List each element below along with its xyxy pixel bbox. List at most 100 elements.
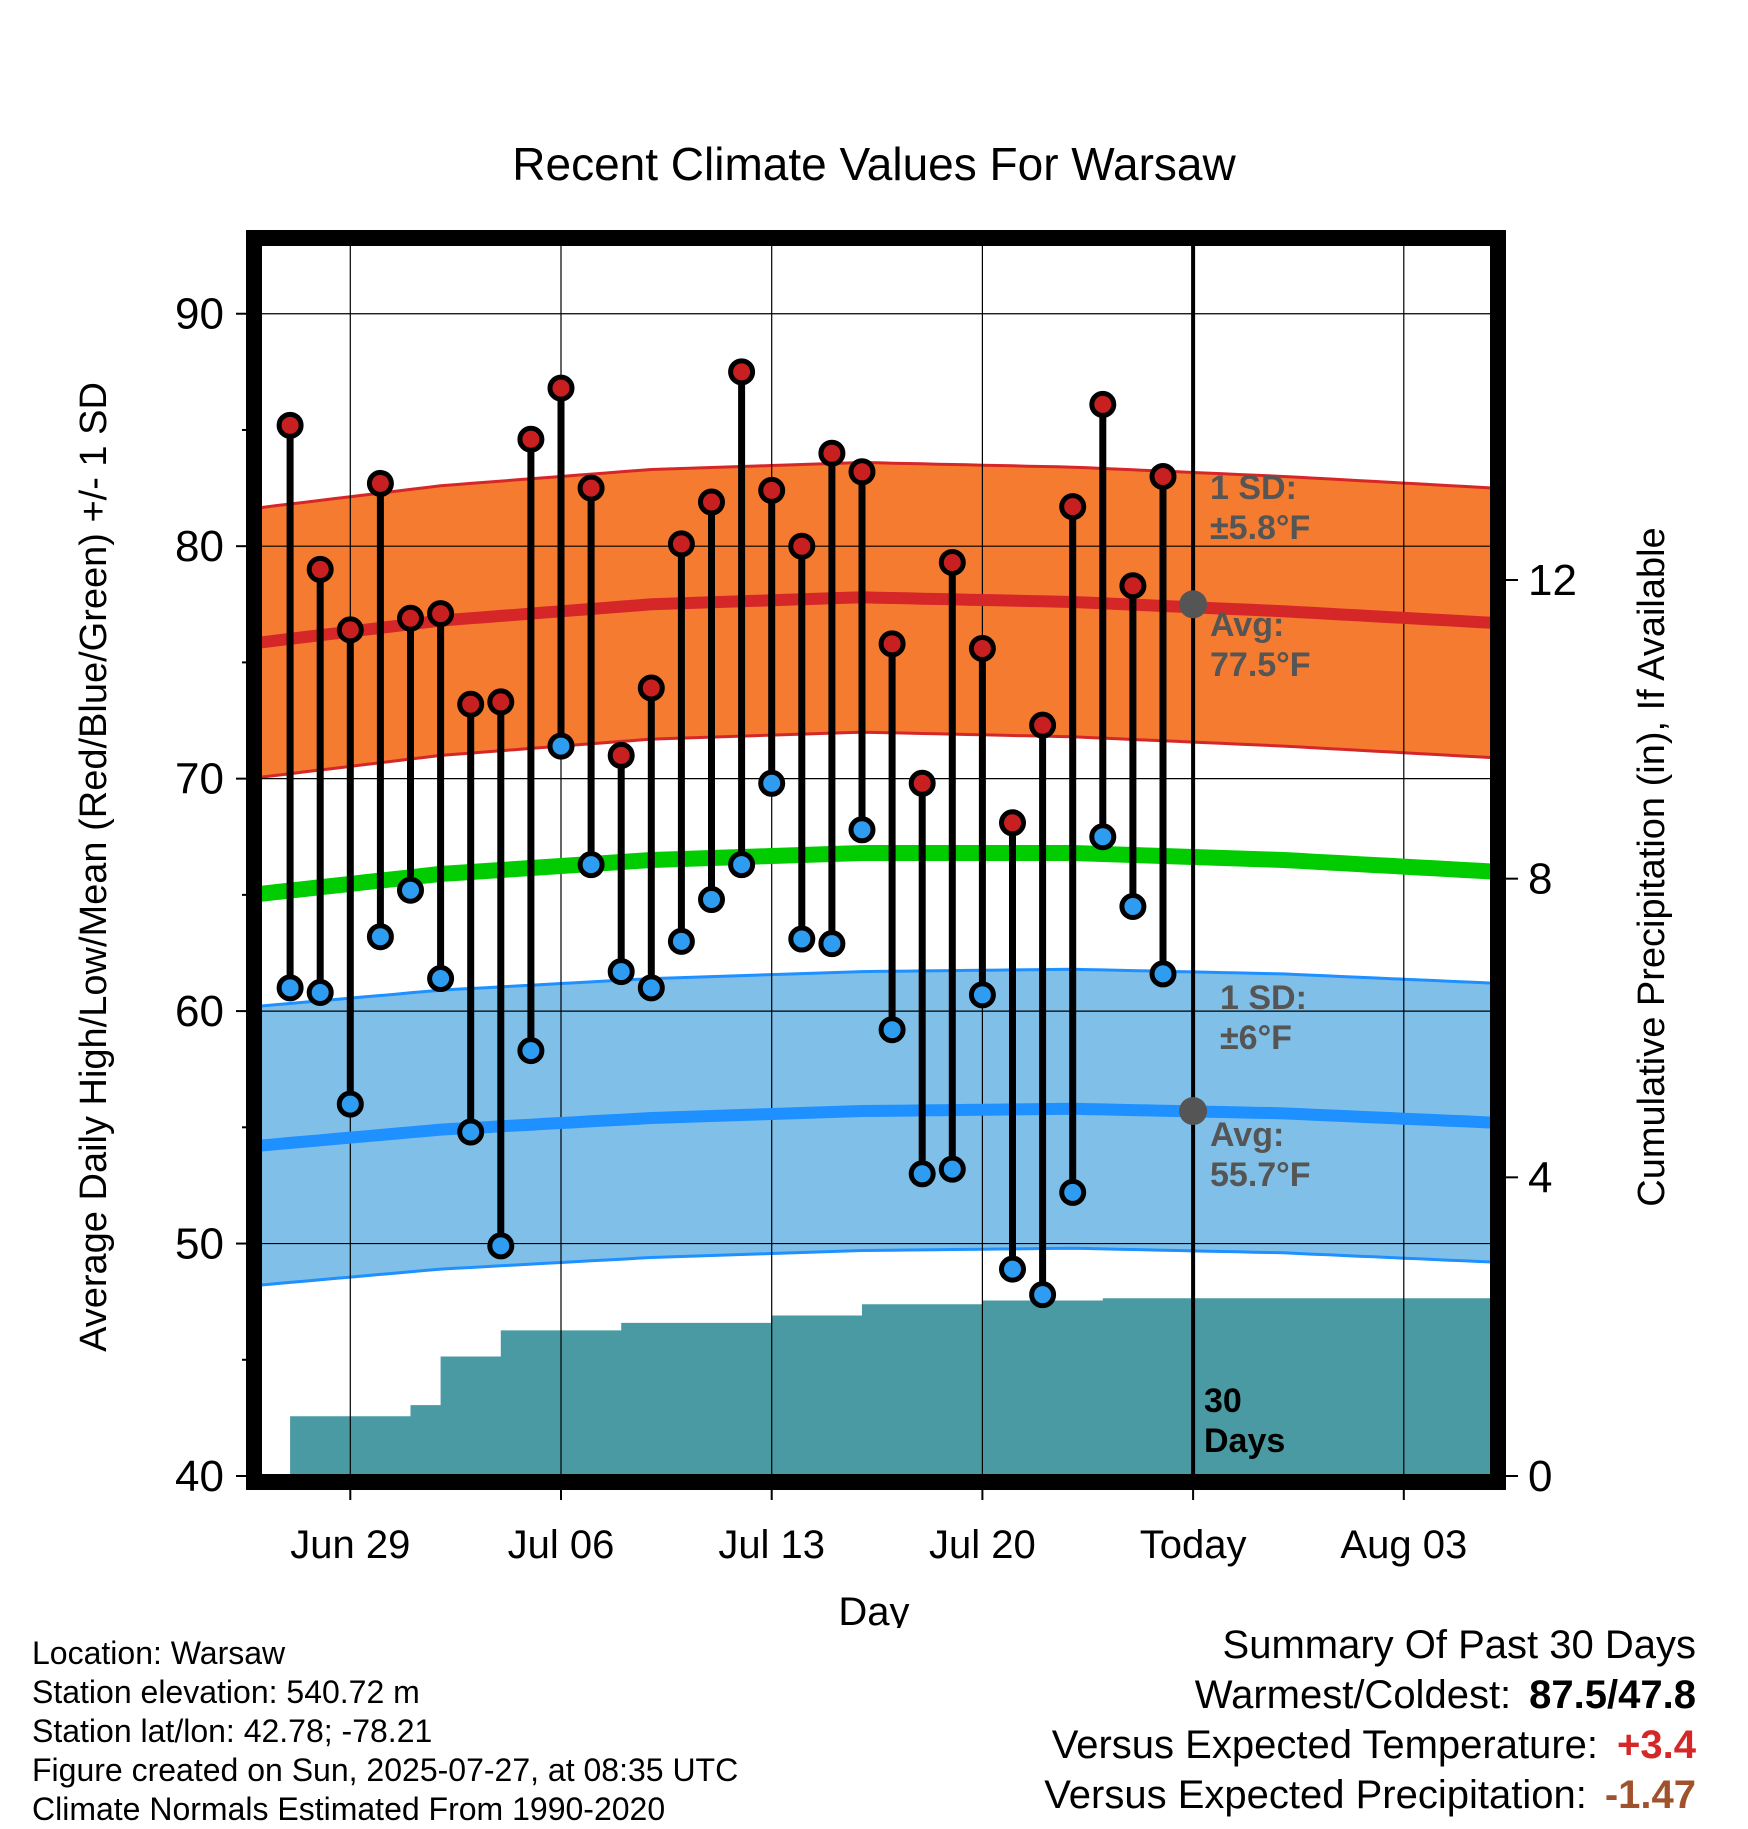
low-marker xyxy=(1089,823,1117,851)
low-marker xyxy=(517,1037,545,1065)
high-marker xyxy=(547,374,575,402)
warmest-label: Warmest/Coldest: xyxy=(1194,1673,1512,1717)
location-text: Location: Warsaw xyxy=(32,1635,286,1671)
x-tick-label: Jun 29 xyxy=(290,1523,410,1567)
high-marker xyxy=(667,530,695,558)
x-tick-label: Today xyxy=(1140,1523,1247,1567)
low-marker xyxy=(1119,892,1147,920)
low-marker xyxy=(427,965,455,993)
high-avg-today-dot xyxy=(1179,590,1208,619)
precip-anomaly-label: Versus Expected Precipitation: xyxy=(1044,1773,1587,1817)
low-marker xyxy=(336,1090,364,1118)
climate-chart: Recent Climate Values For Warsaw 1 SD: ±5… xyxy=(73,138,1673,1628)
station-info: Location: Warsaw Station elevation: 540.… xyxy=(32,1634,738,1829)
high-marker xyxy=(366,469,394,497)
warmest-value: 87.5/47.8 xyxy=(1529,1673,1696,1717)
low-sd-label: 1 SD: ±6°F xyxy=(1220,979,1307,1057)
low-marker xyxy=(728,851,756,879)
annotations: 1 SD: ±5.8°F Avg: 77.5°F 1 SD: ±6°F Avg: 55.7°F… xyxy=(1204,469,1311,1460)
high-marker xyxy=(1059,493,1087,521)
low-marker xyxy=(938,1155,966,1183)
temp-anomaly-value: +3.4 xyxy=(1617,1723,1696,1767)
precip-anomaly-row: Versus Expected Precipitation: -1.47 xyxy=(1044,1770,1696,1820)
y2-tick-label: 4 xyxy=(1528,1153,1552,1202)
high-marker xyxy=(818,439,846,467)
y2-tick-label: 8 xyxy=(1528,855,1552,904)
high-marker xyxy=(788,532,816,560)
low-marker xyxy=(968,981,996,1009)
low-marker xyxy=(487,1232,515,1260)
summary-panel: Summary Of Past 30 Days Warmest/Coldest:… xyxy=(1044,1620,1696,1820)
y-tick-label: 70 xyxy=(175,755,224,804)
precip-anomaly-value: -1.47 xyxy=(1604,1773,1696,1817)
high-marker xyxy=(577,474,605,502)
y-tick-label: 90 xyxy=(175,290,224,339)
precip-days-label: 30 Days xyxy=(1204,1382,1285,1460)
high-marker xyxy=(938,548,966,576)
high-marker xyxy=(457,690,485,718)
low-marker xyxy=(607,958,635,986)
low-marker xyxy=(818,930,846,958)
low-marker xyxy=(276,974,304,1002)
low-marker xyxy=(577,851,605,879)
high-marker xyxy=(698,488,725,516)
low-marker xyxy=(999,1255,1026,1283)
low-marker xyxy=(698,886,725,914)
y-axis-label: Average Daily High/Low/Mean (Red/Blue/Gr… xyxy=(73,382,115,1352)
high-marker xyxy=(908,769,936,797)
high-marker xyxy=(1089,390,1117,418)
low-marker xyxy=(1149,960,1177,988)
high-marker xyxy=(878,630,906,658)
high-marker xyxy=(517,425,545,453)
normal-lines xyxy=(260,244,1492,1476)
low-marker xyxy=(306,978,334,1006)
low-marker xyxy=(848,816,876,844)
low-marker xyxy=(788,925,816,953)
high-marker xyxy=(758,476,786,504)
y-tick-label: 60 xyxy=(175,987,224,1036)
daily-markers xyxy=(276,358,1208,1309)
temp-anomaly-row: Versus Expected Temperature: +3.4 xyxy=(1044,1720,1696,1770)
precip-cumulative-area xyxy=(260,1298,1492,1476)
y2-tick-label: 12 xyxy=(1528,556,1577,605)
high-marker xyxy=(487,688,515,716)
low-marker xyxy=(1059,1178,1087,1206)
y2-axis-label: Cumulative Precipitation (in), If Availa… xyxy=(1631,527,1673,1206)
y-tick-label: 80 xyxy=(175,522,224,571)
x-tick-label: Aug 03 xyxy=(1340,1523,1467,1567)
x-axis-label: Day xyxy=(838,1590,909,1628)
normal-bands xyxy=(260,460,1492,1287)
low-sd-band xyxy=(260,969,1492,1286)
precipitation-area xyxy=(260,1298,1492,1476)
high-marker xyxy=(427,600,455,628)
plot-area: 1 SD: ±5.8°F Avg: 77.5°F 1 SD: ±6°F Avg: 55.7°F… xyxy=(260,244,1492,1476)
daily-stems xyxy=(286,371,1167,1295)
warmest-coldest-row: Warmest/Coldest: 87.5/47.8 xyxy=(1044,1670,1696,1720)
low-avg-label: Avg: 55.7°F xyxy=(1210,1116,1311,1194)
normals-text: Climate Normals Estimated From 1990-2020 xyxy=(32,1791,666,1827)
x-tick-label: Jul 13 xyxy=(718,1523,825,1567)
y-tick-label: 50 xyxy=(175,1220,224,1269)
low-marker xyxy=(457,1118,485,1146)
summary-heading: Summary Of Past 30 Days xyxy=(1222,1623,1696,1667)
chart-title: Recent Climate Values For Warsaw xyxy=(512,138,1236,190)
low-marker xyxy=(908,1160,936,1188)
high-marker xyxy=(276,411,304,439)
low-avg-line xyxy=(260,1102,1492,1152)
high-marker xyxy=(848,458,876,486)
plot-border xyxy=(246,230,1506,1490)
high-marker xyxy=(999,809,1026,837)
y2-tick-label: 0 xyxy=(1528,1452,1552,1501)
low-avg-today-dot xyxy=(1179,1097,1208,1126)
high-marker xyxy=(607,741,635,769)
high-marker xyxy=(1119,572,1147,600)
high-sd-band xyxy=(260,462,1492,778)
high-sd-label: 1 SD: ±5.8°F xyxy=(1210,469,1310,547)
latlon-text: Station lat/lon: 42.78; -78.21 xyxy=(32,1713,433,1749)
low-sd-lower-edge xyxy=(260,1246,1492,1287)
high-marker xyxy=(336,616,364,644)
low-marker xyxy=(366,923,394,951)
plot-frame xyxy=(246,230,1506,1490)
high-marker xyxy=(397,604,424,632)
high-marker xyxy=(1149,462,1177,490)
